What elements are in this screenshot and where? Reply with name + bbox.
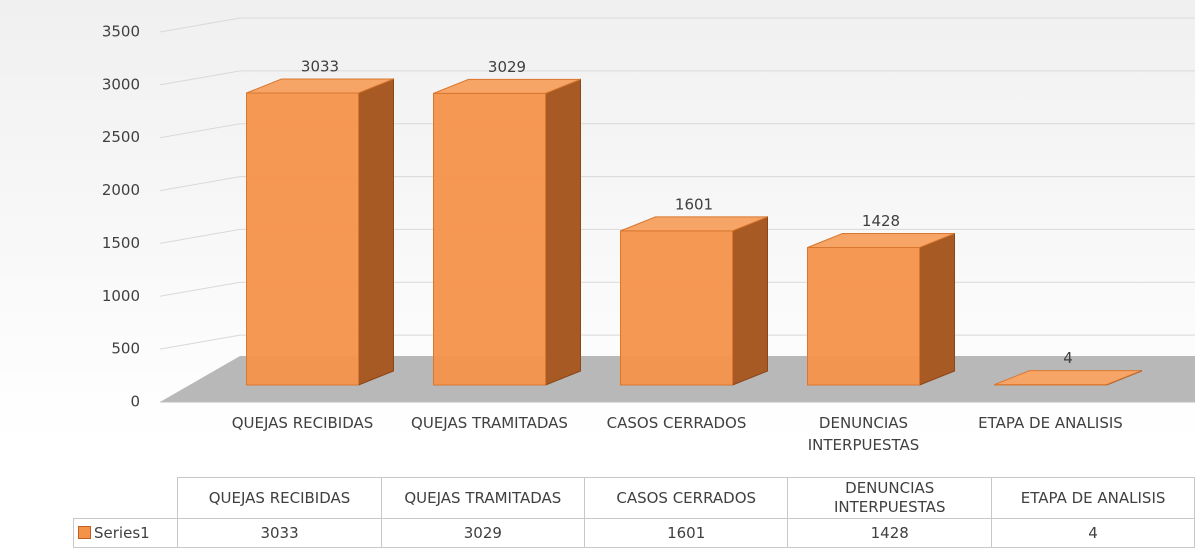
bar-top — [994, 370, 1142, 386]
data-label: 3033 — [301, 58, 339, 76]
bar-front — [246, 92, 359, 386]
data-label: 3029 — [488, 58, 526, 76]
grid-line — [159, 228, 1195, 244]
x-tick-label: CASOS CERRADOS — [606, 414, 747, 432]
table-value: 1601 — [584, 518, 789, 548]
y-tick-label: 3000 — [102, 75, 140, 93]
bar — [807, 232, 955, 386]
table-row: Series1 3033 3029 1601 1428 4 — [72, 518, 1195, 548]
x-tick-label: QUEJAS RECIBIDAS — [231, 414, 374, 432]
grid-line — [159, 176, 1195, 192]
grid-line — [159, 17, 1195, 33]
bar-side — [545, 78, 581, 386]
table-header: ETAPA DE ANALISIS — [991, 477, 1195, 519]
bar-top — [807, 233, 955, 249]
data-table: QUEJAS RECIBIDAS QUEJAS TRAMITADAS CASOS C… — [72, 477, 1195, 548]
bar — [994, 369, 1142, 386]
table-value: 4 — [991, 518, 1195, 548]
x-tick-label: QUEJAS TRAMITADAS — [411, 414, 568, 432]
bar-top — [620, 216, 768, 232]
table-value: 3029 — [380, 518, 586, 548]
bar-front — [807, 247, 920, 386]
table-header-row: QUEJAS RECIBIDAS QUEJAS TRAMITADAS CASOS C… — [74, 477, 1195, 519]
x-tick-label: DENUNCIAS INTERPUESTAS — [807, 414, 920, 454]
data-label: 4 — [1063, 349, 1073, 367]
legend-key — [78, 525, 91, 539]
table-header: DENUNCIAS INTERPUESTAS — [787, 477, 993, 519]
y-tick-label: 1500 — [102, 234, 140, 252]
table-value: 3033 — [177, 518, 382, 548]
y-tick-label: 3500 — [102, 23, 140, 41]
bar-side — [358, 78, 394, 386]
bar-front — [620, 230, 733, 386]
table-corner — [74, 478, 178, 519]
bar-front — [433, 92, 546, 386]
table-header: QUEJAS TRAMITADAS — [380, 477, 586, 519]
legend-label: Series1 — [94, 523, 150, 542]
bar — [620, 216, 768, 386]
legend-cell: Series1 — [72, 518, 179, 548]
bar-top — [246, 78, 394, 94]
y-tick-label: 2000 — [102, 181, 140, 199]
y-tick-label: 1000 — [102, 287, 140, 305]
bar-side — [732, 216, 768, 386]
grid-line — [159, 70, 1195, 86]
y-tick-label: 2500 — [102, 128, 140, 146]
table-header: CASOS CERRADOS — [584, 477, 789, 519]
data-label: 1428 — [862, 212, 900, 230]
bar — [246, 78, 394, 386]
y-tick-label: 0 — [130, 393, 140, 411]
table-value: 1428 — [787, 518, 993, 548]
bar — [433, 78, 581, 386]
data-label: 1601 — [675, 195, 713, 213]
x-tick-label: ETAPA DE ANALISIS — [978, 414, 1123, 432]
table-header: QUEJAS RECIBIDAS — [177, 477, 382, 519]
grid-line — [159, 123, 1195, 139]
bar-top — [433, 78, 581, 94]
y-tick-label: 500 — [111, 340, 140, 358]
bar-side — [919, 232, 955, 386]
